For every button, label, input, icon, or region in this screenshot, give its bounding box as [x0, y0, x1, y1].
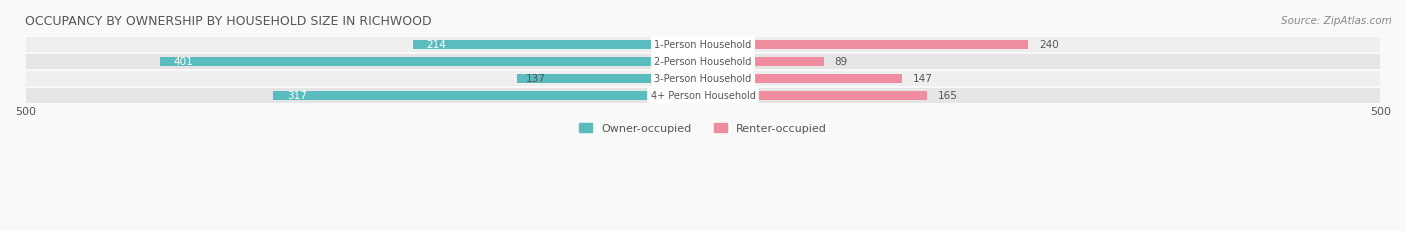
- Bar: [413, 41, 703, 50]
- Bar: [703, 75, 903, 83]
- Bar: [160, 58, 703, 67]
- Text: 214: 214: [426, 40, 447, 50]
- Bar: [25, 88, 1381, 103]
- Bar: [703, 41, 1028, 50]
- Text: 240: 240: [1039, 40, 1059, 50]
- Bar: [273, 91, 703, 100]
- Text: 1-Person Household: 1-Person Household: [654, 40, 752, 50]
- Text: 165: 165: [938, 91, 957, 101]
- Text: OCCUPANCY BY OWNERSHIP BY HOUSEHOLD SIZE IN RICHWOOD: OCCUPANCY BY OWNERSHIP BY HOUSEHOLD SIZE…: [25, 15, 432, 28]
- Bar: [703, 91, 927, 100]
- Bar: [25, 71, 1381, 86]
- Text: 137: 137: [526, 74, 546, 84]
- Text: 2-Person Household: 2-Person Household: [654, 57, 752, 67]
- Legend: Owner-occupied, Renter-occupied: Owner-occupied, Renter-occupied: [575, 119, 831, 138]
- Bar: [25, 55, 1381, 70]
- Text: 147: 147: [912, 74, 934, 84]
- Text: 3-Person Household: 3-Person Household: [654, 74, 752, 84]
- Text: 89: 89: [834, 57, 848, 67]
- Text: 4+ Person Household: 4+ Person Household: [651, 91, 755, 101]
- Bar: [25, 38, 1381, 53]
- Text: 317: 317: [287, 91, 307, 101]
- Text: 401: 401: [173, 57, 193, 67]
- Text: Source: ZipAtlas.com: Source: ZipAtlas.com: [1281, 16, 1392, 26]
- Bar: [703, 58, 824, 67]
- Bar: [517, 75, 703, 83]
